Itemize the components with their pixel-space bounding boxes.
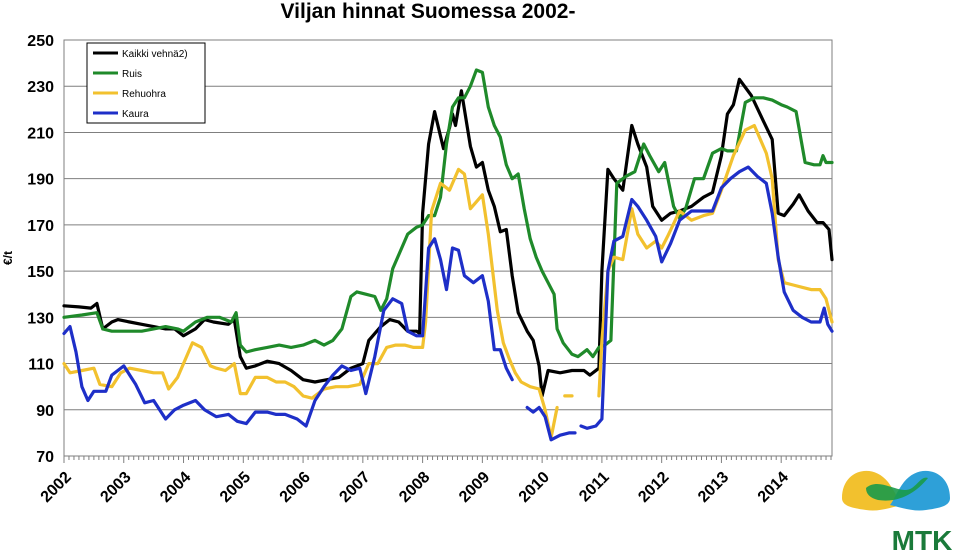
y-tick-label: 170 — [27, 218, 54, 235]
x-tick-label: 2008 — [396, 469, 433, 506]
x-tick-label: 2009 — [456, 469, 493, 506]
legend-label-kaura: Kaura — [122, 109, 149, 120]
series-line-4 — [597, 123, 834, 398]
legend: Kaikki vehnä2) Ruis Rehuohra Kaura — [86, 42, 206, 124]
y-tick-label: 130 — [27, 310, 54, 327]
y-tick-label: 110 — [28, 357, 54, 374]
series-group — [62, 68, 834, 442]
series-line-0 — [62, 77, 834, 398]
x-tick-label: 2006 — [277, 469, 314, 506]
legend-box — [86, 42, 206, 124]
y-tick-label: 70 — [36, 449, 54, 466]
x-tick-label: 2002 — [38, 469, 75, 506]
x-tick-label: 2012 — [635, 469, 672, 506]
mtk-logo: MTK — [842, 470, 953, 556]
x-tick-label: 2010 — [516, 469, 553, 506]
x-tick-label: 2005 — [217, 469, 254, 506]
legend-label-vehna: Kaikki vehnä2) — [122, 49, 188, 60]
x-tick-label: 2007 — [336, 469, 373, 506]
series-line-2 — [62, 167, 559, 440]
y-tick-label: 90 — [36, 403, 54, 420]
series-line-5 — [62, 237, 514, 428]
y-tick-label: 250 — [27, 33, 54, 50]
x-tick-label: 2011 — [576, 469, 613, 506]
y-tick-label: 230 — [27, 79, 54, 96]
logo-blue-shape — [890, 470, 950, 511]
x-tick-label: 2003 — [97, 469, 134, 506]
series-line-1 — [62, 68, 834, 359]
legend-label-rehuohra: Rehuohra — [122, 89, 166, 100]
x-axis: 2002 2003 2004 2005 2006 2007 2008 2009 2010 2011… — [38, 456, 832, 506]
y-axis-label: €/t — [1, 251, 15, 265]
logo-text: MTK — [892, 525, 953, 556]
y-axis: 70 90 110 130 150 170 190 210 230 250 — [27, 33, 54, 466]
legend-label-ruis: Ruis — [122, 69, 142, 80]
y-tick-label: 210 — [27, 125, 54, 142]
y-tick-label: 150 — [27, 264, 54, 281]
x-tick-label: 2014 — [755, 469, 792, 506]
series-line-7 — [579, 165, 834, 430]
series-line-6 — [525, 405, 577, 442]
x-tick-label: 2013 — [695, 469, 732, 506]
y-tick-label: 190 — [27, 172, 54, 189]
logo-green-shape — [866, 477, 928, 501]
x-tick-label: 2004 — [157, 469, 194, 506]
chart-title: Viljan hinnat Suomessa 2002- — [281, 0, 576, 23]
